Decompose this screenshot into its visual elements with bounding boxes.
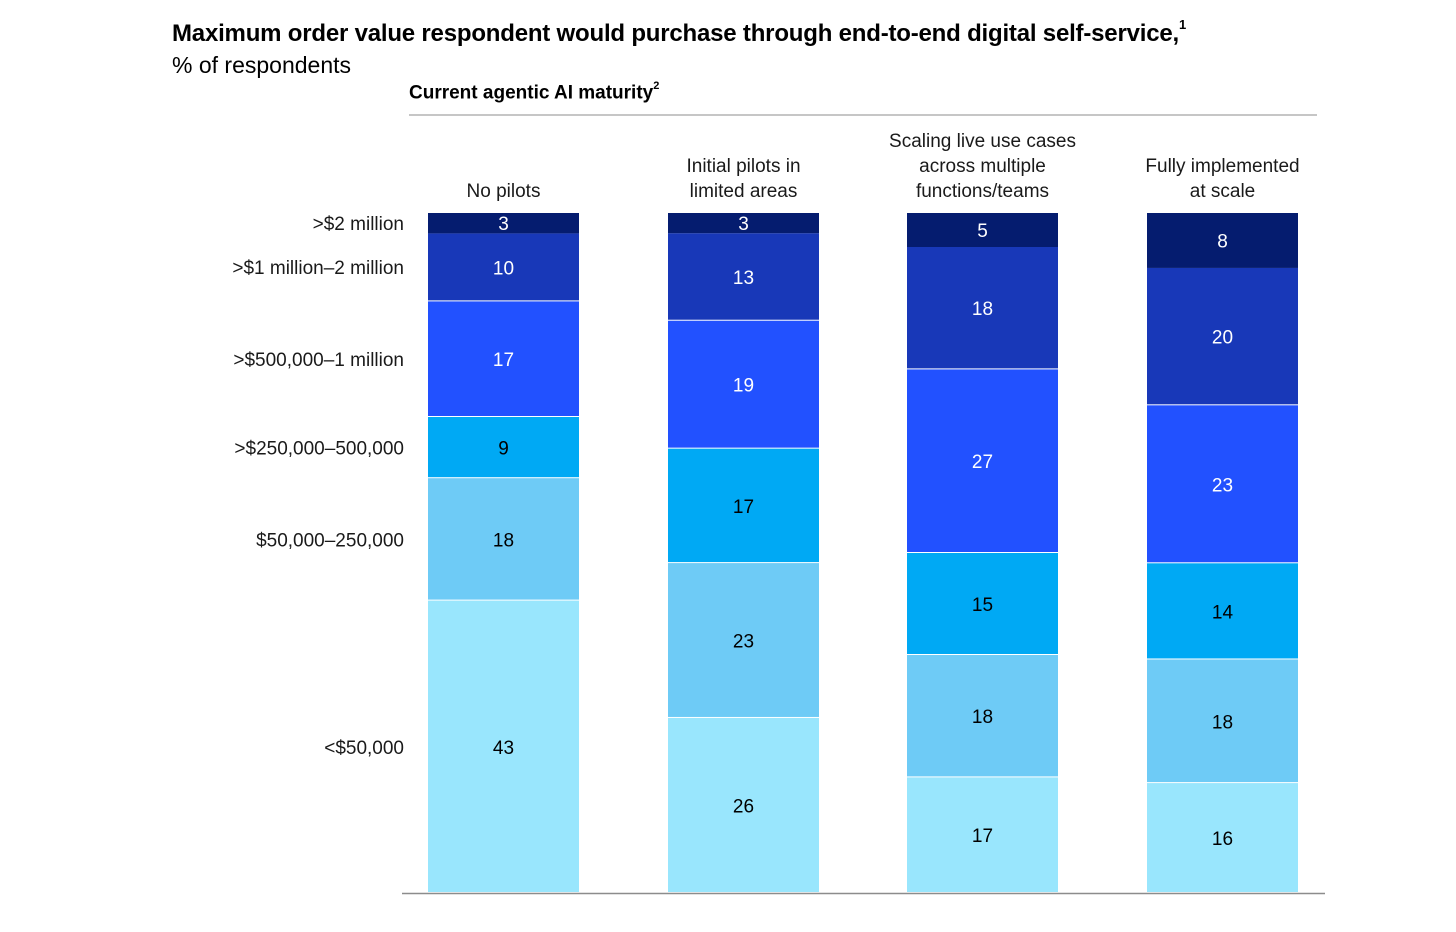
series-label: <$50,000 [324, 738, 404, 759]
bar-segment [1147, 783, 1298, 892]
data-label: 17 [733, 497, 754, 518]
data-label: 8 [1217, 231, 1228, 252]
data-label: 13 [733, 268, 754, 289]
data-label: 19 [733, 376, 754, 397]
bar-segment [428, 417, 579, 478]
bar-segment [668, 213, 819, 234]
category-label: No pilots [467, 181, 541, 202]
data-label: 18 [493, 530, 514, 551]
bar-segment [907, 777, 1058, 892]
category-label: across multiple [919, 156, 1046, 177]
bar-segment [907, 655, 1058, 777]
series-label: >$500,000–1 million [233, 350, 404, 371]
bar-segment [428, 301, 579, 416]
category-label: Fully implemented [1145, 156, 1299, 177]
data-label: 17 [493, 350, 514, 371]
data-label: 14 [1212, 602, 1234, 623]
category-label: functions/teams [916, 181, 1049, 202]
bar-segment [907, 213, 1058, 247]
bar-segment [668, 563, 819, 717]
data-label: 9 [498, 439, 509, 460]
data-label: 26 [733, 796, 754, 817]
data-label: 43 [493, 738, 514, 759]
bar-segment [1147, 563, 1298, 659]
chart-subtitle: % of respondents [172, 52, 352, 78]
category-label: Scaling live use cases [889, 131, 1076, 152]
bar-segment [428, 233, 579, 301]
group-label: Current agentic AI maturity2 [409, 80, 660, 104]
category-label: at scale [1190, 181, 1255, 202]
series-label: >$250,000–500,000 [234, 439, 404, 460]
chart-title: Maximum order value respondent would pur… [172, 17, 1186, 47]
bar-segment [907, 369, 1058, 552]
data-label: 23 [733, 632, 754, 653]
data-label: 20 [1212, 328, 1233, 349]
bar-segment [1147, 213, 1298, 268]
data-label: 16 [1212, 829, 1233, 850]
bar-segment [907, 247, 1058, 369]
bar-segment [428, 478, 579, 600]
bar-segment [668, 320, 819, 448]
bar-segment [668, 233, 819, 320]
bar-segment [668, 448, 819, 563]
category-label: limited areas [690, 181, 798, 202]
bar-segment [428, 600, 579, 892]
data-label: 3 [498, 214, 509, 235]
data-label: 18 [1212, 712, 1233, 733]
series-label: $50,000–250,000 [256, 530, 404, 551]
bar-segment [1147, 659, 1298, 783]
data-label: 10 [493, 258, 514, 279]
category-label: Initial pilots in [686, 156, 800, 177]
data-label: 18 [972, 707, 993, 728]
data-label: 23 [1212, 475, 1233, 496]
data-label: 5 [977, 221, 988, 242]
data-label: 27 [972, 452, 993, 473]
data-label: 15 [972, 595, 993, 616]
data-label: 3 [738, 214, 749, 235]
data-label: 17 [972, 826, 993, 847]
series-label: >$1 million–2 million [232, 258, 404, 279]
bar-segment [1147, 405, 1298, 563]
series-label: >$2 million [313, 214, 404, 235]
group-label-footnote: 2 [653, 80, 660, 92]
bar-segment [1147, 267, 1298, 405]
bar-segment [907, 553, 1058, 654]
bar-segment [428, 213, 579, 234]
bar-segment [668, 717, 819, 892]
title-footnote: 1 [1178, 17, 1186, 32]
data-label: 18 [972, 299, 993, 320]
